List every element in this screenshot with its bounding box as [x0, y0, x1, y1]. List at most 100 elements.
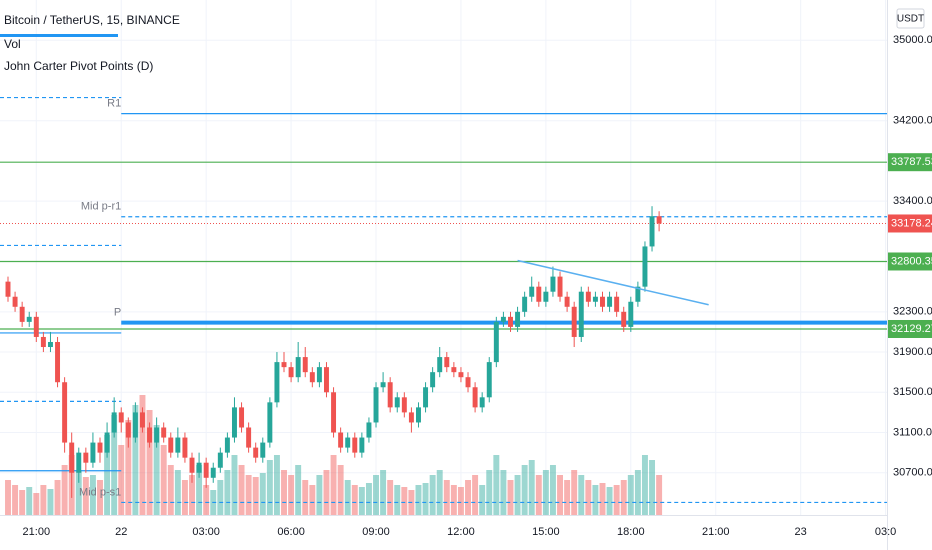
volume-bar: [557, 475, 564, 515]
volume-bar: [422, 483, 429, 515]
candle-body: [401, 397, 407, 413]
candle-body: [366, 422, 372, 438]
volume-bar: [266, 460, 273, 515]
candle-body: [83, 452, 89, 463]
volume-bar: [641, 455, 648, 515]
volume-bar: [472, 475, 479, 515]
x-tick-label: 09:00: [362, 526, 390, 538]
volume-bar: [500, 470, 507, 515]
volume-bar: [330, 455, 337, 515]
volume-bar: [61, 465, 68, 515]
price-label-box: [888, 153, 932, 172]
volume-bar: [33, 493, 40, 515]
volume-bar: [5, 480, 11, 515]
volume-bar: [125, 420, 132, 515]
y-tick-label: 31100.00: [893, 426, 932, 438]
volume-bar: [217, 480, 224, 515]
volume-bar: [245, 475, 252, 515]
candle-body: [416, 407, 421, 423]
x-tick-label: 06:00: [277, 526, 305, 538]
pivot-label: R1: [107, 98, 121, 110]
candle-body: [430, 372, 436, 388]
volume-bar: [415, 485, 422, 515]
volume-bar: [281, 470, 287, 515]
candle-body: [642, 246, 648, 287]
candle-body: [118, 412, 124, 423]
candle-body: [246, 427, 252, 448]
volume-bar: [189, 475, 195, 515]
x-tick-label: 21:00: [23, 526, 51, 538]
volume-bar: [493, 455, 500, 515]
volume-bar: [613, 485, 620, 515]
candle-body: [472, 387, 478, 408]
candle-body: [104, 432, 110, 453]
volume-bar: [620, 480, 627, 515]
candle-body: [76, 452, 82, 473]
x-tick-label: 18:00: [617, 526, 645, 538]
title-underline: [0, 34, 118, 37]
y-tick-label: 32300.00: [893, 306, 932, 318]
volume-bar: [26, 487, 33, 515]
volume-bar: [316, 475, 323, 515]
y-tick-label: 33400.00: [893, 195, 932, 207]
candle-body: [125, 422, 131, 438]
candle-body: [139, 412, 145, 428]
indicator-label: Vol: [4, 37, 21, 51]
candle-body: [331, 392, 337, 433]
candle-body: [338, 432, 344, 448]
candle-body: [224, 437, 230, 453]
currency-label: USDT: [897, 14, 924, 25]
volume-bar: [429, 475, 436, 515]
currency-box[interactable]: [896, 8, 925, 29]
candle-body: [352, 437, 358, 453]
candle-body: [231, 407, 237, 438]
volume-bar: [436, 470, 443, 515]
candle-body: [161, 427, 167, 438]
volume-bar: [288, 475, 295, 515]
candle-body: [621, 311, 627, 327]
volume-bar: [443, 480, 450, 515]
candle-body: [154, 427, 160, 443]
candle-body: [437, 357, 443, 373]
volume-bar: [634, 470, 641, 515]
candle-body: [5, 281, 11, 297]
volume-bar: [146, 410, 153, 515]
x-tick-label: 15:00: [532, 526, 560, 538]
x-tick-label: 21:00: [702, 526, 730, 538]
candle-body: [47, 341, 53, 348]
volume-bar: [365, 483, 372, 515]
pivot-label: Mid p-r1: [81, 201, 121, 213]
volume-bar: [302, 480, 309, 515]
candle-body: [635, 286, 641, 302]
pivot-label: Mid p-s1: [79, 486, 121, 498]
volume-bar: [75, 470, 82, 515]
volume-bar: [387, 480, 394, 515]
volume-bar: [89, 475, 96, 515]
volume-bar: [82, 477, 89, 515]
volume-bar: [585, 480, 592, 515]
volume-bar: [12, 485, 19, 515]
volume-bar: [351, 485, 358, 515]
x-tick-label: 22: [115, 526, 127, 538]
volume-bar: [457, 487, 464, 515]
candle-body: [12, 296, 18, 307]
candle-body: [295, 357, 301, 378]
volume-bar: [373, 475, 379, 515]
volume-bar: [450, 485, 457, 515]
volume-bar: [323, 470, 330, 515]
y-tick-label: 34200.00: [893, 115, 932, 127]
volume-bar: [656, 475, 663, 515]
candle-body: [564, 296, 570, 307]
candle-body: [359, 437, 365, 453]
indicator-label: John Carter Pivot Points (D): [4, 59, 153, 73]
volume-bar: [139, 395, 146, 515]
volume-bar: [132, 405, 139, 515]
volume-bar: [309, 485, 316, 515]
candle-body: [274, 362, 280, 403]
volume-bar: [104, 435, 111, 515]
candle-body: [543, 291, 549, 302]
candle-body: [600, 296, 605, 307]
volume-bar: [479, 485, 486, 515]
